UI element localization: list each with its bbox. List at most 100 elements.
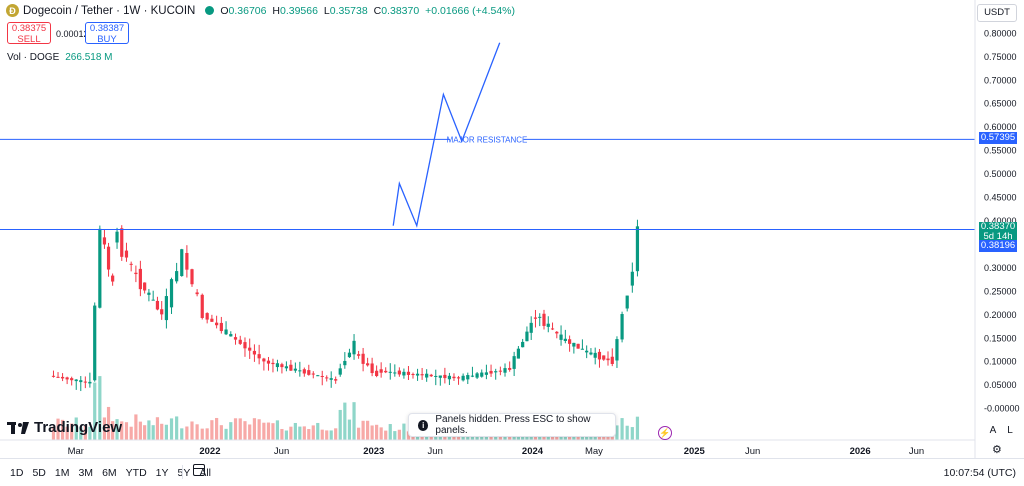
range-1d[interactable]: 1D — [10, 467, 24, 479]
volume-bar — [311, 425, 315, 440]
volume-bar — [147, 420, 151, 440]
range-5y[interactable]: 5Y — [177, 467, 191, 479]
panels-hidden-toast[interactable]: i Panels hidden. Press ESC to show panel… — [408, 413, 616, 437]
volume-bar — [151, 425, 155, 440]
candle-body — [233, 337, 238, 340]
candle-body — [215, 322, 219, 326]
candle-body — [311, 373, 315, 375]
candle-body — [415, 373, 420, 376]
candle-body — [243, 342, 247, 349]
candle-body — [111, 275, 115, 282]
candle-body — [257, 354, 261, 359]
volume-bar — [190, 421, 194, 440]
candle-body — [375, 370, 379, 376]
range-all[interactable]: All — [199, 467, 212, 479]
volume-bar — [352, 402, 356, 440]
candle-body — [138, 268, 142, 290]
symbol-title[interactable]: Dogecoin / Tether · 1W · KUCOIN — [23, 4, 196, 17]
range-3m[interactable]: 3M — [78, 467, 94, 479]
candle-body — [475, 373, 479, 378]
candle-body — [425, 373, 429, 378]
volume-bar — [102, 417, 107, 440]
volume-bar — [357, 427, 361, 440]
volume-bar — [233, 418, 238, 440]
candle-body — [635, 226, 640, 272]
volume-bar — [257, 419, 261, 440]
candle-body — [420, 374, 424, 376]
candle-body — [271, 362, 275, 365]
price-chart[interactable]: MAJOR RESISTANCE 0.80000 0.75000 0.70000 0.… — [0, 0, 1024, 458]
volume-bar — [195, 424, 199, 440]
lightning-icon[interactable]: ⚡ — [658, 426, 672, 440]
candle-body — [338, 368, 342, 375]
volume-bar — [169, 418, 174, 440]
candle-body — [289, 364, 293, 371]
volume-bar — [70, 423, 74, 440]
candle-body — [60, 376, 65, 379]
range-1m[interactable]: 1M — [54, 467, 70, 479]
volume-bar — [366, 420, 370, 440]
time-tick-label: 2026 — [850, 446, 871, 457]
settings-icon[interactable]: ⚙ — [992, 444, 1002, 456]
candle-body — [466, 375, 470, 380]
range-6m[interactable]: 6M — [102, 467, 117, 479]
currency-button[interactable]: USDT — [977, 4, 1017, 22]
price-tick-label: 0.10000 — [984, 357, 1017, 367]
candle-body — [229, 334, 233, 337]
price-change: +0.01666 (+4.54%) — [425, 4, 516, 17]
candle-body — [585, 350, 589, 353]
candle-body — [280, 364, 284, 368]
volume-bar — [375, 424, 379, 440]
volume-bar — [155, 417, 160, 440]
price-tick-label: 0.25000 — [984, 286, 1017, 296]
auto-scale-button[interactable]: A — [989, 425, 997, 436]
candle-body — [293, 368, 297, 371]
candle-body — [70, 378, 74, 381]
candle-body — [452, 376, 456, 379]
candle-body — [134, 272, 138, 275]
candle-body — [546, 323, 550, 327]
candle-body — [325, 377, 329, 379]
volume-bar — [129, 426, 133, 440]
candle-body — [508, 367, 512, 370]
candle-body — [366, 363, 370, 366]
volume-bar — [302, 426, 306, 440]
log-scale-button[interactable]: L — [1007, 425, 1013, 436]
range-5d[interactable]: 5D — [32, 467, 46, 479]
candle-body — [625, 295, 629, 309]
tradingview-logo[interactable]: TradingView — [7, 419, 122, 436]
candle-body — [298, 370, 302, 372]
candle-body — [538, 316, 542, 318]
candle-body — [180, 249, 184, 277]
volume-bar — [229, 422, 233, 440]
volume-bar — [143, 425, 147, 440]
candle-body — [307, 370, 311, 375]
time-tick-label: Jun — [745, 446, 760, 457]
candle-body — [484, 372, 488, 375]
candle-body — [205, 313, 209, 320]
candle-body — [252, 350, 257, 355]
volume-bar — [134, 414, 138, 440]
range-1y[interactable]: 1Y — [155, 467, 169, 479]
utc-clock[interactable]: 10:07:54 (UTC) — [943, 467, 1016, 479]
price-tick-label: 0.60000 — [984, 122, 1017, 132]
volume-bar — [625, 425, 629, 440]
volume-bar — [393, 431, 397, 440]
time-tick-label: 2022 — [199, 446, 220, 457]
candle-body — [443, 374, 447, 379]
volume-bar — [284, 430, 288, 440]
candle-body — [143, 282, 147, 291]
price-tick-label: 0.80000 — [984, 28, 1017, 38]
calendar-icon[interactable] — [193, 464, 205, 476]
volume-bar — [325, 430, 329, 440]
buy-button[interactable]: 0.38387 BUY — [85, 22, 129, 45]
candle-body — [461, 375, 465, 381]
volume-bar — [210, 420, 214, 440]
candle-body — [602, 355, 606, 360]
tradingview-logo-icon — [7, 421, 29, 434]
sell-button[interactable]: 0.38375 SELL — [7, 22, 51, 45]
candle-body — [402, 371, 406, 376]
range-ytd[interactable]: YTD — [125, 467, 147, 479]
annotation-bg — [450, 133, 524, 146]
candle-body — [129, 263, 133, 265]
